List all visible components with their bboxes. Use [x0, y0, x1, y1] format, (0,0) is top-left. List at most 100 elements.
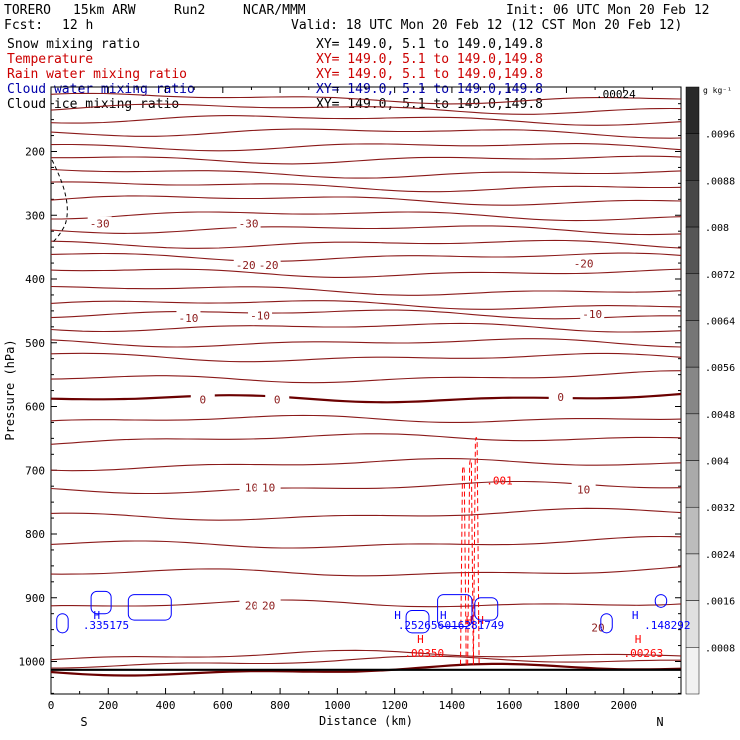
- temperature-isotherm: [50, 92, 682, 105]
- x-tick-label: 800: [270, 699, 290, 712]
- cloud-water-contour: [127, 594, 172, 621]
- x-tick-label: 1800: [553, 699, 580, 712]
- cloud-water-high-marker: H: [440, 609, 447, 622]
- temperature-isotherm: [50, 225, 682, 236]
- temperature-isotherm: [50, 115, 682, 126]
- temperature-isotherm: [50, 414, 682, 423]
- colorbar-tick-label: .0096: [705, 130, 735, 141]
- colorbar-swatch: [685, 86, 700, 134]
- isotherm-label: -20: [574, 258, 594, 271]
- cloud-water-max-label: .335175: [83, 619, 129, 632]
- y-axis-label: Pressure (hPa): [3, 339, 17, 440]
- rain-water-contour-label: .001: [486, 474, 512, 487]
- isotherm-label: -30: [239, 218, 259, 231]
- cloud-water-contour: [405, 610, 430, 634]
- rain-water-high-marker: H: [417, 633, 424, 646]
- isotherm-label-bg: [585, 620, 610, 633]
- isotherm-label: 10: [577, 483, 590, 496]
- rain-water-max-label: .00350: [404, 647, 444, 660]
- isotherm-label-bg: [265, 392, 290, 405]
- rain-water-high-marker: H: [466, 614, 473, 627]
- isotherm-label-bg: [548, 389, 573, 402]
- isotherm-label-bg: [236, 216, 261, 229]
- rain-water-contour: [472, 437, 480, 665]
- temperature-isotherm: [50, 507, 682, 521]
- temperature-isotherm: [50, 268, 682, 278]
- legend-field-xy: XY= 149.0, 5.1 to 149.0,149.8: [316, 37, 543, 52]
- temperature-isotherm: [51, 155, 682, 165]
- x-tick-label: 1000: [324, 699, 351, 712]
- temperature-isotherm: [50, 143, 682, 152]
- y-tick-label: 700: [25, 464, 45, 477]
- temperature-isotherm: [50, 322, 682, 333]
- temperature-isotherm: [51, 655, 681, 669]
- legend-field-name: Temperature: [7, 52, 93, 67]
- colorbar-tick-label: .0072: [705, 270, 735, 281]
- temperature-isotherm: [50, 128, 682, 139]
- x-axis-label: Distance (km): [319, 714, 413, 728]
- cloud-water-max-label: .252656: [398, 619, 444, 632]
- colorbar-unit: g kg⁻¹: [703, 86, 732, 95]
- temperature-isotherm: [50, 195, 682, 206]
- y-tick-label: 800: [25, 528, 45, 541]
- temperature-isotherm: [50, 649, 682, 661]
- x-tick-label: 200: [98, 699, 118, 712]
- colorbar-swatch: [685, 366, 700, 415]
- colorbar-tick-label: .0088: [705, 176, 735, 187]
- isotherm-label-bg: [233, 257, 258, 270]
- legend-field-xy: XY= 149.0, 5.1 to 149.0,149.8: [316, 82, 543, 97]
- x-tick-label: 1200: [381, 699, 408, 712]
- header-org: NCAR/MMM: [243, 3, 306, 18]
- colorbar-swatch: [685, 553, 700, 601]
- isotherm-label-bg: [580, 307, 605, 320]
- colorbar: .0096 .0088 .008 .0072 .0064 .0056 .0048 .004 .0…: [685, 86, 735, 695]
- legend-field-name: Rain water mixing ratio: [7, 67, 187, 82]
- temperature-isotherm: [50, 181, 682, 193]
- rain-water-contour: [467, 459, 474, 665]
- y-tick-label: 600: [25, 401, 45, 414]
- rain-water-max-label: .00263: [623, 647, 663, 660]
- y-tick-label: 400: [25, 273, 45, 286]
- temperature-isotherm: [50, 239, 682, 249]
- isotherm-label-bg: [248, 308, 273, 321]
- temperature-isotherm: [50, 599, 682, 608]
- header-run: Run2: [174, 3, 205, 18]
- colorbar-swatch: [685, 180, 700, 228]
- temperature-isotherm: [50, 370, 682, 384]
- cloud-water-high-marker: H: [94, 609, 101, 622]
- temperature-isotherm: [50, 535, 682, 549]
- x-tick-label: 600: [213, 699, 233, 712]
- legend-field-name: Cloud ice mixing ratio: [7, 97, 179, 112]
- legend-field-xy: XY= 149.0, 5.1 to 149.0,149.8: [316, 52, 543, 67]
- colorbar-tick-label: .0048: [705, 410, 735, 421]
- colorbar-tick-label: .0008: [705, 643, 735, 654]
- snow-max-label: .00024: [596, 88, 636, 101]
- cloud-water-high-marker: H: [632, 609, 639, 622]
- cloud-water-contour: [90, 590, 112, 615]
- isotherm-label: -20: [259, 259, 279, 272]
- cloud-water-contour: [654, 594, 668, 608]
- x-tick-label: 1600: [496, 699, 523, 712]
- temperature-isotherm: [50, 252, 682, 262]
- isotherm-label: -10: [250, 309, 270, 322]
- temperature-isotherm: [50, 566, 682, 577]
- temperature-isotherm: [50, 285, 682, 296]
- temperature-isotherm: [50, 300, 682, 310]
- temperature-isotherm: [50, 458, 682, 472]
- isotherm-label-bg: [256, 598, 281, 611]
- header-valid: Valid: 18 UTC Mon 20 Feb 12 (12 CST Mon …: [291, 18, 682, 33]
- rain-water-high-marker: H: [635, 633, 642, 646]
- temperature-isotherm: [50, 352, 682, 363]
- isotherm-label-bg: [87, 216, 112, 229]
- cloud-water-high-marker: H: [394, 609, 401, 622]
- rain-water-high-marker: H: [477, 614, 484, 627]
- isotherm-label: 20: [591, 622, 604, 635]
- y-tick-label: 300: [25, 209, 45, 222]
- colorbar-swatch: [685, 413, 700, 461]
- isotherm-label: 10: [262, 481, 275, 494]
- colorbar-tick-label: .0016: [705, 597, 735, 608]
- y-tick-label: 500: [25, 337, 45, 350]
- isotherm-label: -10: [179, 312, 199, 325]
